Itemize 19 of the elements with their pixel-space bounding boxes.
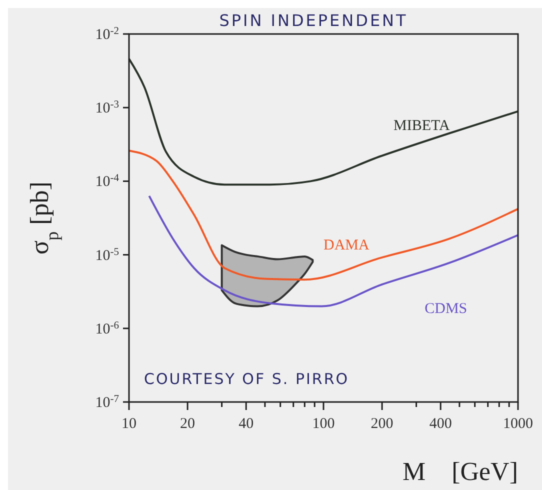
x-tick-label: 10 (122, 416, 136, 432)
series-label: CDMS (424, 300, 468, 317)
chart-title: SPIN INDEPENDENT (219, 11, 408, 30)
y-tick-label: 10$^{-3}$ (95, 99, 119, 117)
x-axis-title: M [GeV] (402, 457, 518, 486)
x-tick-label: 1000 (503, 416, 533, 432)
y-tick-label: 10$^{-6}$ (95, 320, 119, 338)
y-tick-label: 10$^{-4}$ (95, 172, 120, 190)
series-label: MIBETA (394, 118, 450, 134)
annotation: COURTESY OF S. PIRRO (144, 370, 350, 388)
y-tick-label: 10$^{-2}$ (95, 26, 119, 43)
y-tick-label: 10$^{-7}$ (95, 394, 119, 411)
x-tick-label: 200 (370, 416, 394, 432)
x-tick-label: 40 (238, 416, 254, 432)
x-tick-label: 100 (312, 416, 335, 432)
x-tick-label: 20 (180, 416, 196, 432)
y-tick-label: 10$^{-5}$ (95, 246, 119, 264)
x-tick-label: 400 (429, 416, 452, 432)
series-label: DAMA (324, 238, 370, 254)
